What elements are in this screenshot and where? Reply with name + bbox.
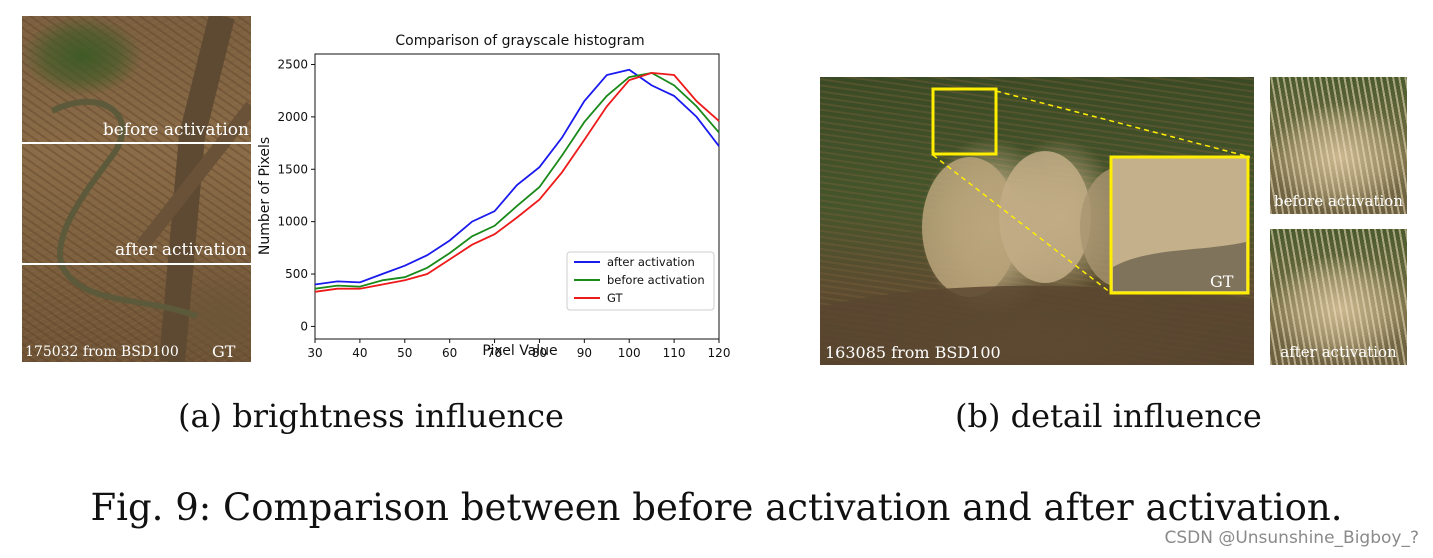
y-tick-label: 500 <box>285 267 308 281</box>
x-tick-label: 80 <box>532 346 547 360</box>
legend-entry: after activation <box>607 255 695 269</box>
legend-entry: before activation <box>607 273 705 287</box>
y-tick-label: 1500 <box>277 162 308 176</box>
y-axis: 0 500 1000 1500 2000 2500 <box>277 57 315 333</box>
crop-after-activation: after activation <box>1270 229 1407 365</box>
figure-caption: Fig. 9: Comparison between before activa… <box>90 486 1343 529</box>
branch-shape <box>159 16 235 362</box>
nest-shape <box>820 285 1254 365</box>
zoom-gt-label: GT <box>1210 272 1234 291</box>
snake-gt-label: GT <box>212 342 236 361</box>
y-tick-label: 0 <box>300 319 308 333</box>
crop-before-label: before activation <box>1274 192 1403 210</box>
x-tick-label: 30 <box>307 346 322 360</box>
x-tick-label: 100 <box>618 346 641 360</box>
y-tick-label: 1000 <box>277 215 308 229</box>
x-tick-label: 70 <box>487 346 502 360</box>
chick-body-1 <box>922 157 1018 297</box>
zoom-connector-bottom <box>932 154 1112 294</box>
watermark: CSDN @Unsunshine_Bigboy_? <box>1164 528 1419 548</box>
series-line-after-activation <box>314 68 720 286</box>
after-divider-line <box>22 263 251 265</box>
x-tick-label: 90 <box>577 346 592 360</box>
snake-photo: before activation after activation 17503… <box>22 16 251 362</box>
subcaption-a: (a) brightness influence <box>178 397 564 435</box>
zoom-source-box <box>931 87 998 156</box>
x-tick-label: 60 <box>442 346 457 360</box>
chart-title: Comparison of grayscale histogram <box>395 33 644 49</box>
bird-credit-label: 163085 from BSD100 <box>825 343 1001 362</box>
zoom-connector-top <box>995 90 1251 158</box>
twig-shape <box>136 101 251 251</box>
crop-before-activation: before activation <box>1270 77 1407 214</box>
snake-photo-texture <box>50 16 251 362</box>
x-tick-label: 110 <box>663 346 686 360</box>
x-tick-label: 40 <box>352 346 367 360</box>
subcaption-b: (b) detail influence <box>955 397 1262 435</box>
bird-photo: 163085 from BSD100 <box>820 77 1254 365</box>
snake-shape <box>50 98 199 319</box>
series-line-gt <box>314 71 720 293</box>
crop-after-label: after activation <box>1280 343 1397 361</box>
chick-body-2 <box>999 151 1091 283</box>
x-axis: 30 40 50 60 70 80 90 100 110 120 <box>307 339 730 360</box>
before-activation-label: before activation <box>102 120 249 140</box>
legend-entry: GT <box>607 291 624 305</box>
after-activation-label: after activation <box>115 240 247 260</box>
series-lines <box>314 68 720 293</box>
x-tick-label: 120 <box>708 346 731 360</box>
chart-legend: after activation before activation GT <box>566 251 715 311</box>
plot-frame <box>314 53 720 340</box>
histogram-chart: Comparison of grayscale histogram 0 500 10… <box>252 26 742 366</box>
y-tick-label: 2500 <box>277 57 308 71</box>
zoom-gt-texture <box>1113 242 1246 291</box>
zoom-overlay: GT <box>931 87 1251 295</box>
legend-box <box>566 251 715 311</box>
before-divider-line <box>22 142 251 144</box>
y-axis-label: Number of Pixels <box>257 137 273 255</box>
histogram-svg: Comparison of grayscale histogram 0 500 10… <box>257 33 730 360</box>
x-axis-label: Pixel Value <box>482 343 557 359</box>
y-tick-label: 2000 <box>277 110 308 124</box>
snake-credit-label: 175032 from BSD100 <box>25 344 179 360</box>
x-tick-label: 50 <box>397 346 412 360</box>
